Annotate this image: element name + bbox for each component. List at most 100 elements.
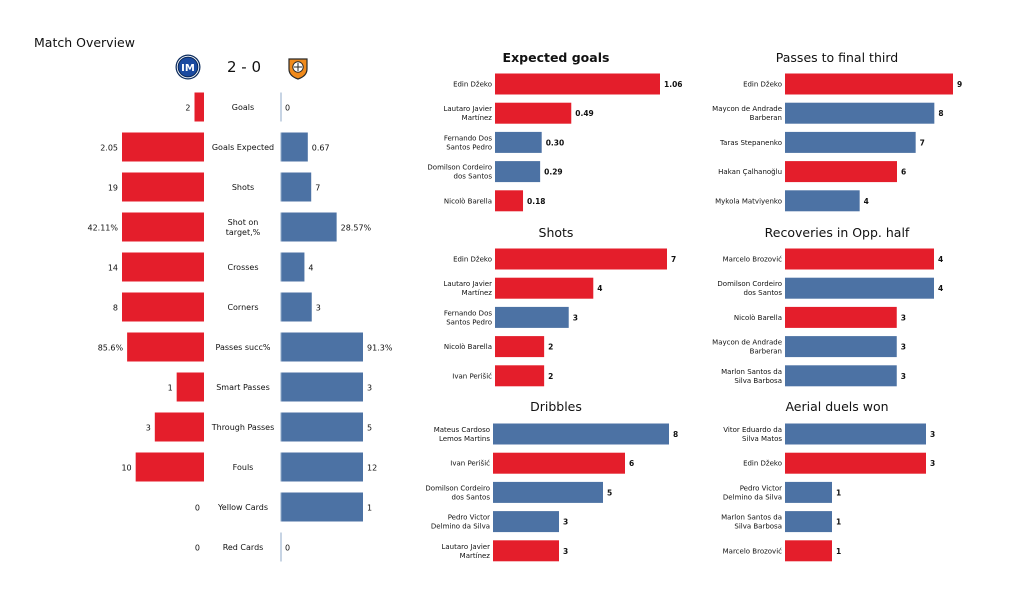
player-name-label: Mykola Matviyenko xyxy=(715,197,782,205)
bar-value-label: 3 xyxy=(901,343,906,352)
player-bar xyxy=(493,481,603,503)
bar-value-label: 1 xyxy=(836,518,841,527)
overview-value-away: 0 xyxy=(285,104,290,113)
overview-bar-away xyxy=(281,412,363,442)
bar-value-label: 3 xyxy=(930,459,935,468)
bar-value-label: 6 xyxy=(901,168,906,177)
overview-bar-away xyxy=(281,212,337,242)
player-name-label: Ivan Perišić xyxy=(450,460,490,468)
bar-value-label: 0.49 xyxy=(575,109,594,118)
bar-value-label: 0.29 xyxy=(544,168,563,177)
player-bar xyxy=(493,423,669,445)
overview-bar-home xyxy=(122,172,204,202)
overview-value-home: 8 xyxy=(113,304,118,313)
overview-bar-away xyxy=(281,292,312,322)
overview-value-away: 1 xyxy=(367,504,372,513)
player-bar xyxy=(493,540,559,562)
page-title: Match Overview xyxy=(34,35,135,50)
overview-category-label: Passes succ% xyxy=(216,343,271,352)
overview-bar-home xyxy=(176,372,204,402)
overview-category-label: Through Passes xyxy=(211,423,275,432)
overview-category-label: Smart Passes xyxy=(216,383,270,392)
overview-bar-home xyxy=(122,292,204,322)
overview-value-away: 28.57% xyxy=(341,224,372,233)
overview-value-away: 12 xyxy=(367,464,377,473)
player-name-label: Domilson Cordeiro dos Santos xyxy=(425,484,490,501)
inter-crest-icon: IM xyxy=(175,54,201,80)
overview-value-home: 85.6% xyxy=(98,344,124,353)
player-name-label: Domilson Cordeiro dos Santos xyxy=(717,280,782,297)
overview-value-away: 3 xyxy=(367,384,372,393)
bar-value-label: 0.18 xyxy=(527,197,546,206)
player-bar xyxy=(495,277,594,299)
player-bar xyxy=(495,102,572,124)
player-name-label: Pedro Victor Delmino da Silva xyxy=(723,484,782,501)
overview-value-away: 7 xyxy=(315,184,320,193)
overview-category-label: Corners xyxy=(227,303,258,312)
overview-bar-away xyxy=(281,172,312,202)
bar-value-label: 0.30 xyxy=(546,138,565,147)
bar-value-label: 8 xyxy=(673,430,678,439)
player-name-label: Edin Džeko xyxy=(453,255,492,263)
bar-value-label: 8 xyxy=(938,109,943,118)
overview-value-home: 2.05 xyxy=(100,144,118,153)
player-name-label: Lautaro Javier Martínez xyxy=(443,280,492,297)
overview-bar-home xyxy=(122,212,204,242)
bar-value-label: 4 xyxy=(938,284,943,293)
bar-value-label: 3 xyxy=(563,518,568,527)
player-name-label: Fernando Dos Santos Pedro xyxy=(444,309,492,326)
overview-value-home: 0 xyxy=(195,544,200,553)
bar-value-label: 4 xyxy=(938,255,943,264)
player-bar xyxy=(785,190,860,212)
overview-value-home: 14 xyxy=(108,264,118,273)
player-name-label: Mateus Cardoso Lemos Martins xyxy=(434,426,491,443)
overview-bar-home xyxy=(194,92,204,122)
chart-title: Shots xyxy=(539,225,574,240)
player-bar xyxy=(493,452,625,474)
overview-value-home: 3 xyxy=(146,424,151,433)
player-bar xyxy=(785,452,926,474)
overview-category-label: Goals xyxy=(232,103,254,112)
bar-value-label: 3 xyxy=(930,430,935,439)
bar-value-label: 9 xyxy=(957,80,962,89)
overview-bar-home xyxy=(154,412,204,442)
player-bar xyxy=(785,73,953,95)
player-name-label: Fernando Dos Santos Pedro xyxy=(444,134,492,151)
overview-bar-away xyxy=(281,492,363,522)
player-name-label: Nicolò Barella xyxy=(444,343,492,351)
bar-value-label: 7 xyxy=(920,138,925,147)
player-name-label: Marcelo Brozović xyxy=(723,547,783,555)
match-score: 2 - 0 xyxy=(226,58,262,76)
overview-value-home: 10 xyxy=(121,464,131,473)
player-name-label: Maycon de Andrade Barberan xyxy=(712,105,782,122)
player-bar xyxy=(785,102,935,124)
overview-value-away: 0 xyxy=(285,544,290,553)
player-bar xyxy=(785,131,916,153)
player-bar xyxy=(493,511,559,533)
player-bar xyxy=(495,336,545,358)
overview-bar-home xyxy=(135,452,204,482)
overview-bar-away xyxy=(281,132,308,162)
player-name-label: Lautaro Javier Martínez xyxy=(443,105,492,122)
bar-value-label: 2 xyxy=(548,343,553,352)
player-name-label: Pedro Victor Delmino da Silva xyxy=(431,514,490,531)
player-name-label: Nicolò Barella xyxy=(734,314,782,322)
overview-category-label: Crosses xyxy=(227,263,258,272)
player-bar xyxy=(785,277,934,299)
player-bar xyxy=(785,423,926,445)
player-name-label: Nicolò Barella xyxy=(444,197,492,205)
chart-title: Passes to final third xyxy=(776,50,898,65)
overview-category-label: Shot on target,% xyxy=(226,218,261,237)
overview-value-home: 1 xyxy=(168,384,173,393)
player-bar xyxy=(785,511,832,533)
overview-value-away: 0.67 xyxy=(312,144,330,153)
overview-bar-away xyxy=(281,252,305,282)
player-bar xyxy=(785,336,897,358)
player-bar xyxy=(495,248,667,270)
player-bar xyxy=(785,306,897,328)
overview-value-home: 2 xyxy=(185,104,190,113)
overview-bar-home xyxy=(127,332,204,362)
player-bar xyxy=(495,306,569,328)
overview-category-label: Yellow Cards xyxy=(217,503,268,512)
